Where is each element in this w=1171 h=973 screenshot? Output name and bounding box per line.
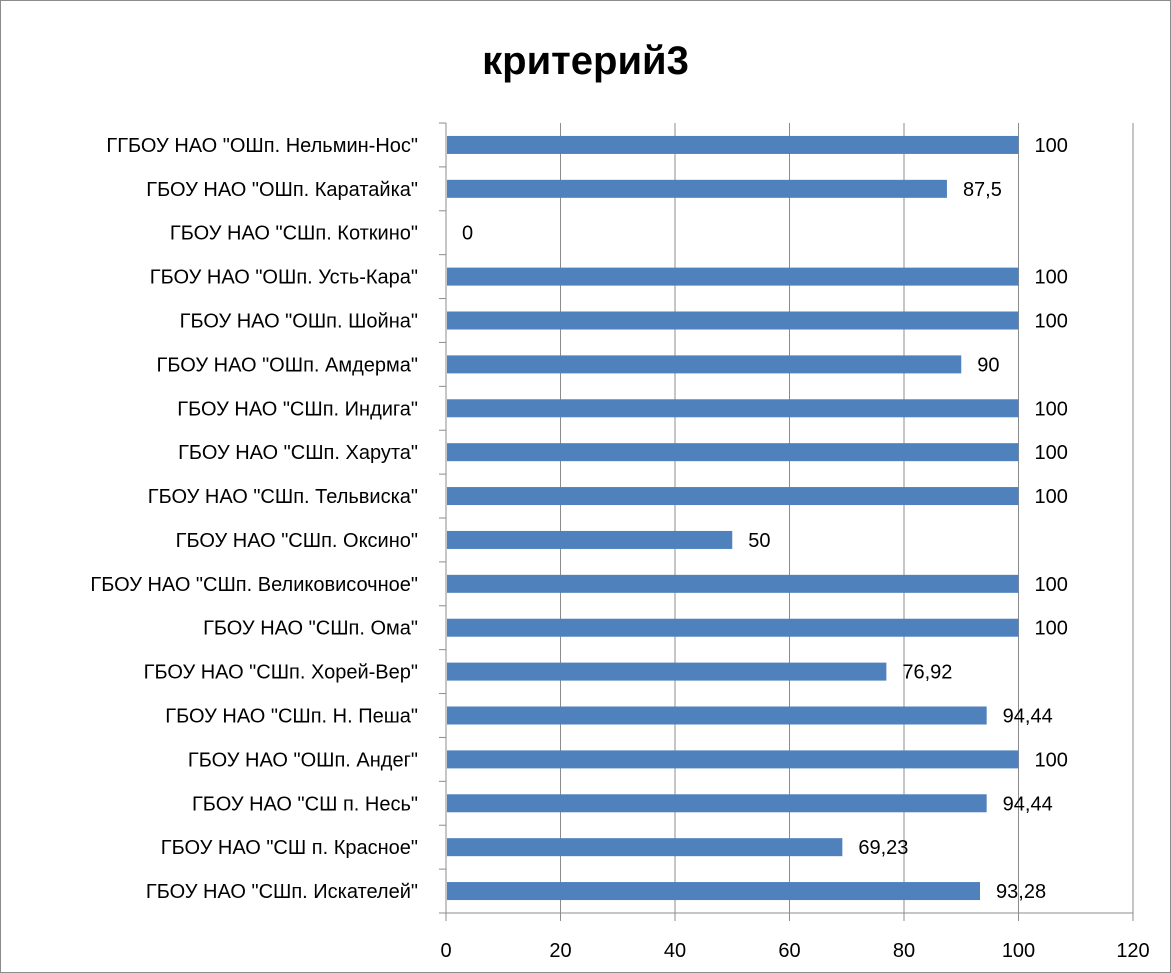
- data-label: 87,5: [963, 179, 1002, 201]
- data-label: 90: [977, 354, 999, 376]
- category-label: ГБОУ НАО "ОШп. Андег": [188, 749, 418, 771]
- x-tick-label: 80: [893, 940, 915, 962]
- x-tick-label: 100: [1002, 940, 1035, 962]
- category-label: ГБОУ НАО "СШп. Н. Пеша": [165, 706, 418, 728]
- category-label: ГБОУ НАО "СШп. Харута": [178, 442, 418, 464]
- category-label: ГБОУ НАО "СШ п. Несь": [192, 793, 418, 815]
- category-label: ГБОУ НАО "СШп. Искателей": [146, 881, 418, 903]
- x-tick-label: 0: [440, 940, 451, 962]
- x-tick-label: 120: [1116, 940, 1149, 962]
- category-label: ГБОУ НАО "ОШп. Шойна": [180, 311, 418, 333]
- bar: [447, 838, 843, 857]
- category-label: ГБОУ НАО "СШ п. Красное": [161, 837, 418, 859]
- data-label: 0: [462, 223, 473, 245]
- bar: [447, 267, 1019, 286]
- bar: [447, 179, 947, 198]
- x-tick-label: 20: [549, 940, 571, 962]
- bar: [447, 355, 962, 374]
- data-label: 76,92: [902, 662, 952, 684]
- chart-title: критерий3: [482, 39, 689, 83]
- data-label: 100: [1035, 267, 1068, 289]
- bar: [447, 750, 1019, 769]
- bar: [447, 706, 987, 725]
- bar: [447, 311, 1019, 330]
- category-label: ГГБОУ НАО "ОШп. Нельмин-Нос": [106, 135, 418, 157]
- data-label: 93,28: [996, 881, 1046, 903]
- category-label: ГБОУ НАО "СШп. Индига": [177, 398, 418, 420]
- bar: [447, 487, 1019, 506]
- category-label: ГБОУ НАО "ОШп. Каратайка": [146, 179, 418, 201]
- category-label: ГБОУ НАО "СШп. Великовисочное": [90, 574, 418, 596]
- category-label: ГБОУ НАО "СШп. Тельвиска": [148, 486, 418, 508]
- labels: 0 20 40 60 80 100 120 ГГБОУ НАО "ОШп. Нельмин-Н…: [90, 135, 1149, 962]
- x-tick-label: 60: [778, 940, 800, 962]
- data-label: 100: [1035, 398, 1068, 420]
- gridlines: [560, 123, 1134, 913]
- bar: [447, 882, 981, 901]
- bar: [447, 530, 733, 549]
- bar: [447, 443, 1019, 462]
- data-label: 69,23: [858, 837, 908, 859]
- bar: [447, 662, 887, 681]
- category-label: ГБОУ НАО "СШп. Оксино": [176, 530, 418, 552]
- data-label: 100: [1035, 574, 1068, 596]
- category-label: ГБОУ НАО "СШп. Хорей-Вер": [144, 662, 418, 684]
- bar: [447, 399, 1019, 418]
- bar: [447, 574, 1019, 593]
- data-label: 100: [1035, 135, 1068, 157]
- data-label: 100: [1035, 618, 1068, 640]
- category-label: ГБОУ НАО "СШп. Коткино": [170, 223, 418, 245]
- bar: [447, 618, 1019, 637]
- data-label: 100: [1035, 442, 1068, 464]
- axes: [439, 122, 1134, 921]
- data-label: 50: [748, 530, 770, 552]
- category-label: ГБОУ НАО "СШп. Ома": [203, 618, 418, 640]
- bar: [447, 794, 987, 813]
- data-label: 94,44: [1003, 706, 1053, 728]
- bars: [447, 135, 1019, 901]
- bar: [447, 135, 1019, 154]
- category-label: ГБОУ НАО "ОШп. Усть-Кара": [150, 267, 418, 289]
- data-label: 94,44: [1003, 793, 1053, 815]
- x-tick-label: 40: [664, 940, 686, 962]
- data-label: 100: [1035, 486, 1068, 508]
- data-label: 100: [1035, 311, 1068, 333]
- data-label: 100: [1035, 749, 1068, 771]
- category-label: ГБОУ НАО "ОШп. Амдерма": [157, 354, 418, 376]
